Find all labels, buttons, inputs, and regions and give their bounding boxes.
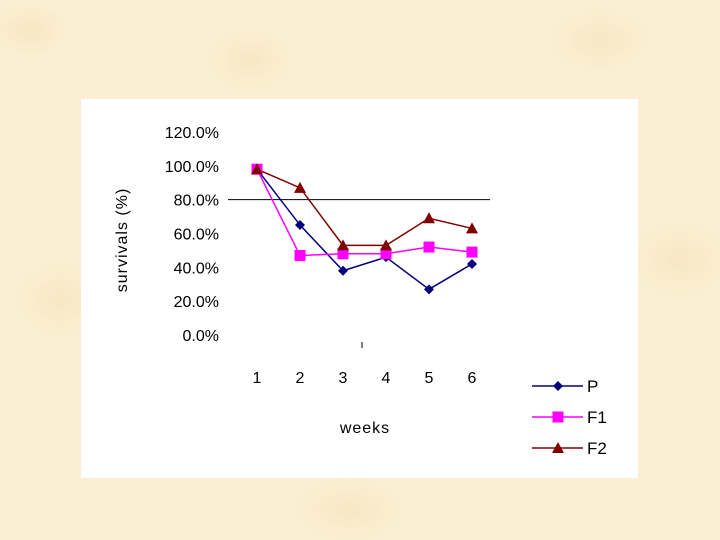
chart-panel: 0.0% 20.0% 40.0% 60.0% 80.0% 100.0% 120.0% sur… — [81, 99, 638, 478]
y-tick-label: 120.0% — [165, 125, 219, 142]
y-tick-label: 60.0% — [174, 227, 219, 244]
y-tick-label: 0.0% — [183, 328, 219, 345]
line-chart: 0.0% 20.0% 40.0% 60.0% 80.0% 100.0% 120.0% sur… — [114, 125, 607, 458]
legend-label-f1: F1 — [587, 408, 607, 427]
series-line-f2 — [256, 168, 473, 247]
x-tick-label: 1 — [253, 370, 262, 387]
x-tick-label: 6 — [468, 370, 477, 387]
x-tick-label: 2 — [296, 370, 305, 387]
data-point-f1 — [423, 241, 435, 253]
x-axis-title: weeks — [339, 420, 390, 437]
data-point-f2 — [337, 239, 349, 251]
data-point-f1 — [380, 248, 392, 260]
data-point-f1 — [466, 246, 478, 258]
legend-marker-f2 — [552, 442, 564, 453]
data-point-p — [338, 265, 348, 276]
x-tick-label: 3 — [339, 370, 348, 387]
data-point-f1 — [337, 248, 349, 260]
y-tick-label: 100.0% — [165, 159, 219, 176]
data-point-p — [295, 220, 305, 231]
y-tick-label: 40.0% — [174, 260, 219, 277]
data-point-p — [424, 284, 434, 295]
series-line-p — [256, 168, 473, 291]
series-line-f1 — [256, 168, 473, 257]
data-point-f2 — [251, 163, 263, 175]
data-point-f2 — [423, 212, 435, 224]
x-tick-label: 4 — [382, 370, 391, 387]
y-tick-label: 20.0% — [174, 294, 219, 311]
y-tick-label: 80.0% — [174, 193, 219, 210]
legend-marker-f1 — [552, 411, 564, 423]
legend-label-p: P — [587, 377, 598, 396]
data-point-f2 — [380, 239, 392, 251]
legend-label-f2: F2 — [587, 439, 607, 458]
x-tick-label: 5 — [425, 370, 434, 387]
data-point-p — [467, 258, 477, 269]
data-point-f2 — [466, 222, 478, 234]
data-point-f1 — [294, 249, 306, 261]
data-point-f2 — [294, 181, 306, 193]
legend-marker-p — [553, 381, 563, 391]
y-axis-title: survivals (%) — [114, 188, 131, 293]
